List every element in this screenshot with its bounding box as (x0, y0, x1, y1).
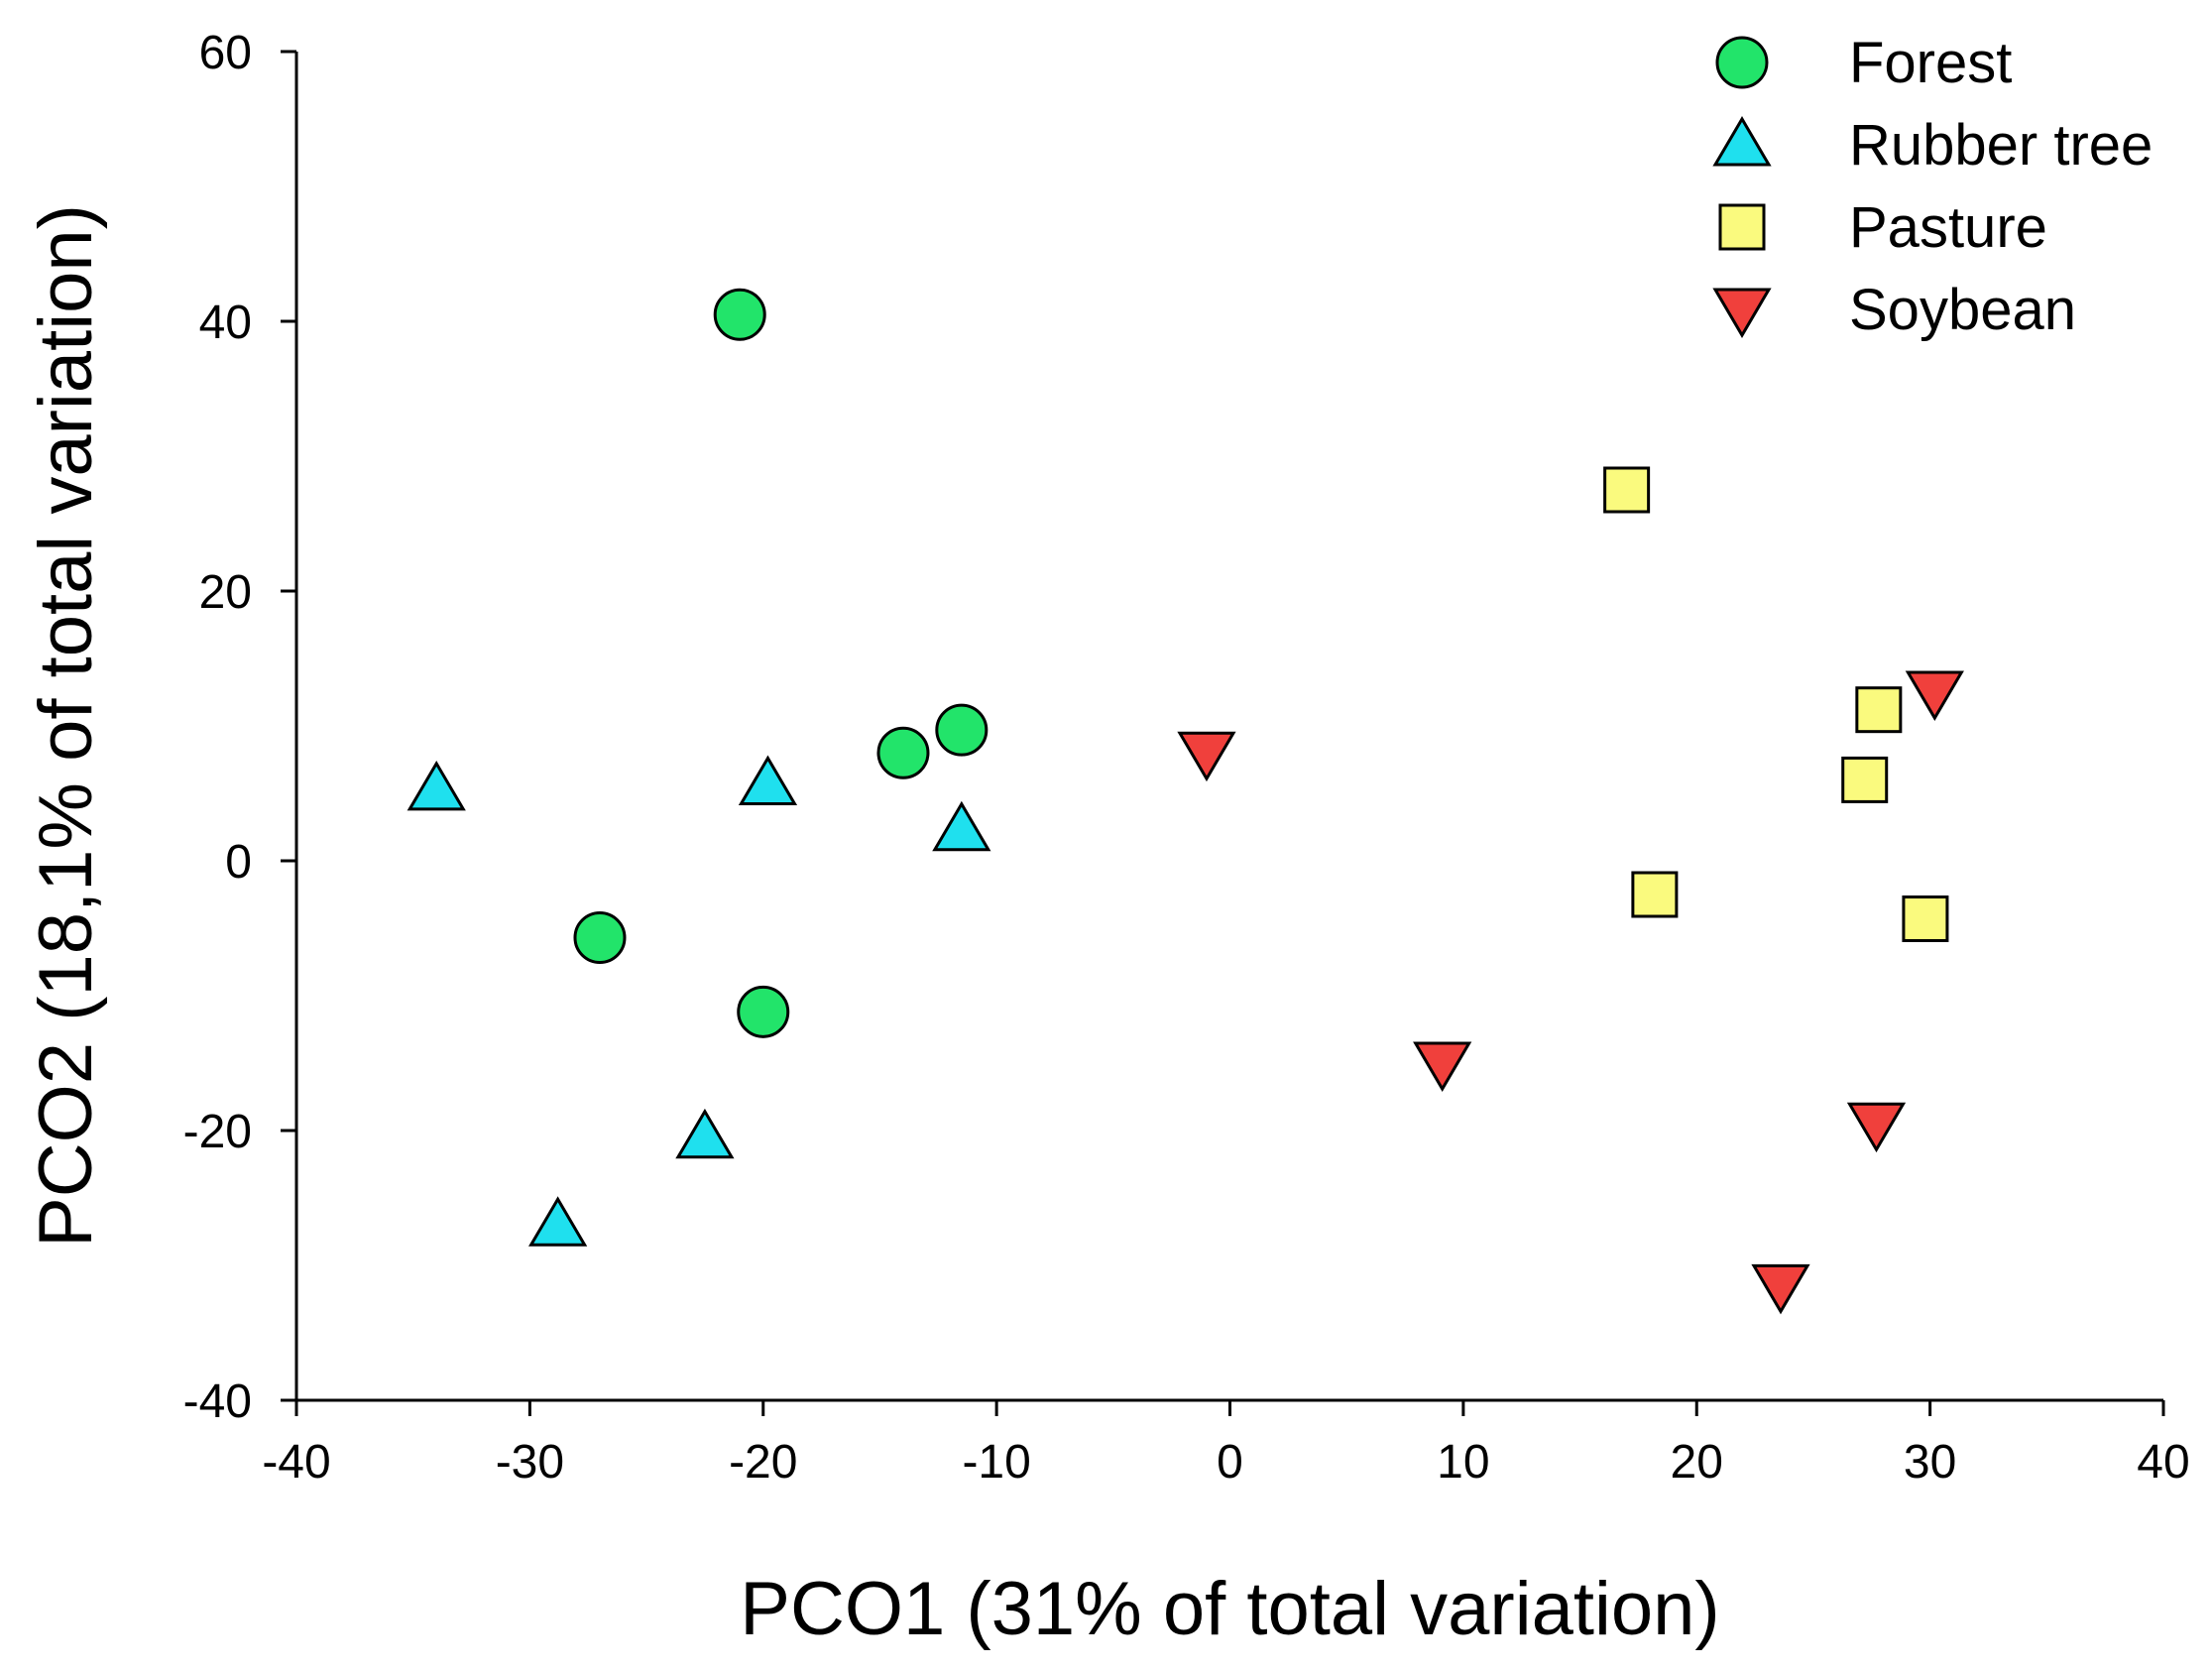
soybean-point (1177, 731, 1236, 782)
x-tick-label: 0 (1217, 1436, 1243, 1489)
axes: -40 -30 -20 -10 0 10 20 30 40 -40 -20 0 20 40 60 (183, 27, 2190, 1489)
rubber-tree-point (528, 1196, 588, 1247)
legend-label-forest: Forest (1849, 31, 2012, 95)
x-tick-label: 40 (2137, 1436, 2189, 1489)
rubber-tree-point (675, 1108, 735, 1159)
rubber-tree-point (407, 760, 466, 811)
x-tick-label: 30 (1904, 1436, 1956, 1489)
y-axis-title: PCO2 (18,1% of total variation) (24, 204, 108, 1248)
x-tick-label: -20 (729, 1436, 797, 1489)
rubber-tree-point (932, 800, 991, 852)
soybean-point (1413, 1041, 1472, 1092)
forest-point (935, 703, 989, 757)
y-tick-label: 60 (199, 27, 252, 79)
x-tick-label: 10 (1437, 1436, 1489, 1489)
y-tick-label: 20 (199, 566, 252, 619)
legend-marker-forest (1715, 36, 1769, 89)
pasture-point (1631, 871, 1679, 918)
forest-point (876, 726, 930, 779)
x-axis-title: PCO1 (31% of total variation) (740, 1567, 1719, 1651)
rubber-tree-point (738, 755, 798, 805)
y-tick-label: 0 (225, 836, 252, 889)
forest-point (573, 911, 627, 965)
pasture-point (1841, 756, 1889, 803)
pasture-point (1603, 466, 1651, 514)
legend-marker-soybean (1712, 288, 1772, 338)
forest-point (713, 288, 766, 341)
soybean-point (1905, 670, 1964, 721)
y-tick-label: -40 (183, 1375, 252, 1428)
y-axis-ticks: -40 -20 0 20 40 60 (183, 27, 296, 1428)
data-points (407, 288, 1964, 1315)
soybean-point (1751, 1263, 1810, 1315)
x-axis-ticks: -40 -30 -20 -10 0 10 20 30 40 (262, 1400, 2190, 1489)
forest-point (737, 985, 790, 1038)
x-tick-label: -30 (496, 1436, 564, 1489)
legend-marker-pasture (1718, 203, 1766, 251)
legend-marker-rubber-tree (1712, 116, 1772, 167)
x-tick-label: -40 (262, 1436, 330, 1489)
legend-label-rubber-tree: Rubber tree (1849, 113, 2153, 178)
legend-label-soybean: Soybean (1849, 278, 2076, 342)
x-tick-label: 20 (1671, 1436, 1723, 1489)
y-tick-label: -20 (183, 1106, 252, 1158)
legend: Forest Rubber tree Pasture Soybean (1712, 31, 2153, 342)
legend-label-pasture: Pasture (1849, 195, 2047, 260)
pasture-point (1902, 895, 1949, 942)
y-tick-label: 40 (199, 297, 252, 349)
x-tick-label: -10 (962, 1436, 1030, 1489)
soybean-point (1846, 1102, 1907, 1153)
pasture-point (1855, 686, 1903, 734)
